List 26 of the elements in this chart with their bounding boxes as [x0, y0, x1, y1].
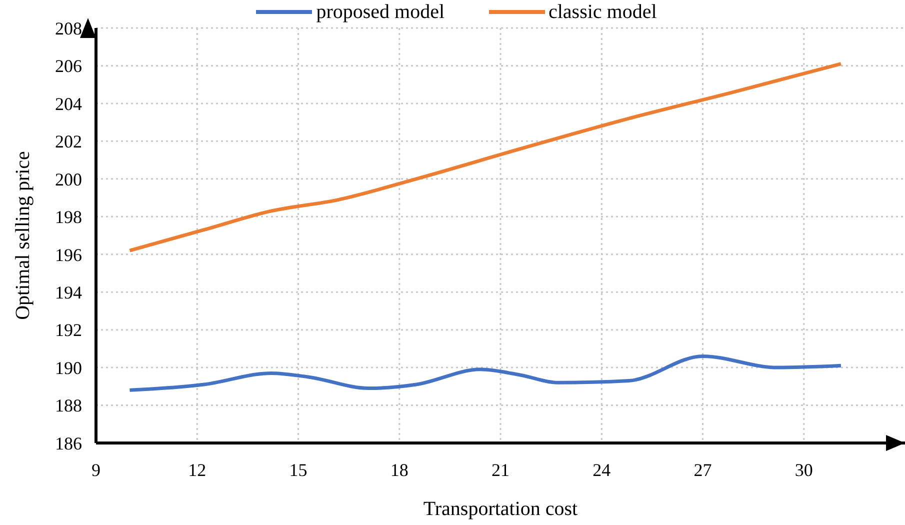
legend-label: proposed model [316, 0, 444, 24]
legend-label: classic model [548, 0, 657, 24]
x-tick-label: 24 [592, 460, 611, 480]
y-tick-label: 188 [55, 396, 82, 416]
x-tick-label: 27 [694, 460, 712, 480]
x-tick-label: 30 [794, 460, 813, 480]
x-tick-label: 18 [390, 460, 408, 480]
y-tick-label: 204 [55, 94, 82, 114]
y-tick-label: 190 [55, 358, 82, 378]
y-tick-label: 200 [55, 169, 82, 190]
y-tick-label: 196 [55, 244, 82, 265]
y-tick-label: 186 [55, 433, 82, 454]
line-series [128, 354, 843, 392]
y-tick-label: 198 [55, 207, 82, 228]
y-axis-title: Optimal selling price [12, 150, 34, 320]
x-axis-title: Transportation cost [423, 498, 578, 520]
x-tick-label: 21 [492, 460, 510, 480]
x-tick-label: 9 [92, 460, 100, 480]
y-tick-label: 192 [55, 320, 82, 340]
y-tick-label: 208 [55, 18, 82, 38]
y-tick-label: 202 [55, 132, 82, 152]
y-tick-label: 194 [55, 282, 82, 302]
line-series [128, 62, 843, 252]
y-tick-label: 206 [55, 56, 82, 76]
x-tick-label: 15 [289, 460, 308, 480]
x-tick-label: 12 [188, 460, 206, 480]
